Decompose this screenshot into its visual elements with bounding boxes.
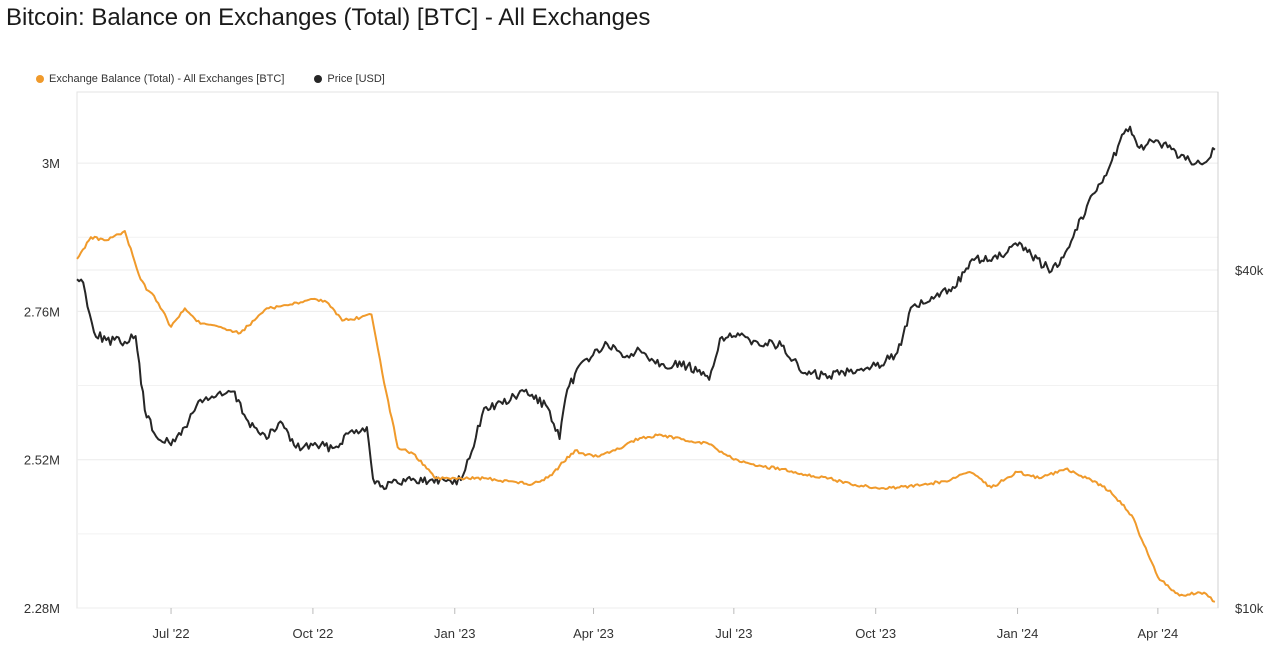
y-left-tick-label: 2.76M xyxy=(24,304,60,319)
y-right-tick-label: $40k xyxy=(1235,263,1264,278)
legend-label-price: Price [USD] xyxy=(327,73,385,85)
legend-item-exchange-balance[interactable]: Exchange Balance (Total) - All Exchanges… xyxy=(36,73,284,85)
chart-legend: Exchange Balance (Total) - All Exchanges… xyxy=(36,73,385,85)
x-tick-label: Jul '23 xyxy=(715,626,752,641)
x-tick-label: Oct '23 xyxy=(855,626,896,641)
legend-item-price[interactable]: Price [USD] xyxy=(314,73,385,85)
plot-frame xyxy=(76,91,1219,609)
legend-dot-exchange-balance xyxy=(36,75,44,83)
y-left-tick-label: 2.28M xyxy=(24,601,60,616)
x-tick-label: Jul '22 xyxy=(152,626,189,641)
y-left-tick-label: 3M xyxy=(42,156,60,171)
x-tick-label: Jan '24 xyxy=(997,626,1039,641)
series-line-price xyxy=(76,125,1216,491)
y-right-tick-label: $10k xyxy=(1235,601,1264,616)
y-left-tick-label: 2.52M xyxy=(24,453,60,468)
chart-title: Bitcoin: Balance on Exchanges (Total) [B… xyxy=(6,4,651,31)
series-line-exchange-balance xyxy=(76,230,1216,603)
x-tick-label: Jan '23 xyxy=(434,626,476,641)
legend-dot-price xyxy=(314,75,323,83)
x-tick-label: Apr '24 xyxy=(1137,626,1178,641)
x-tick-label: Apr '23 xyxy=(573,626,614,641)
legend-label-exchange-balance: Exchange Balance (Total) - All Exchanges… xyxy=(49,73,285,85)
x-tick-label: Oct '22 xyxy=(293,626,334,641)
